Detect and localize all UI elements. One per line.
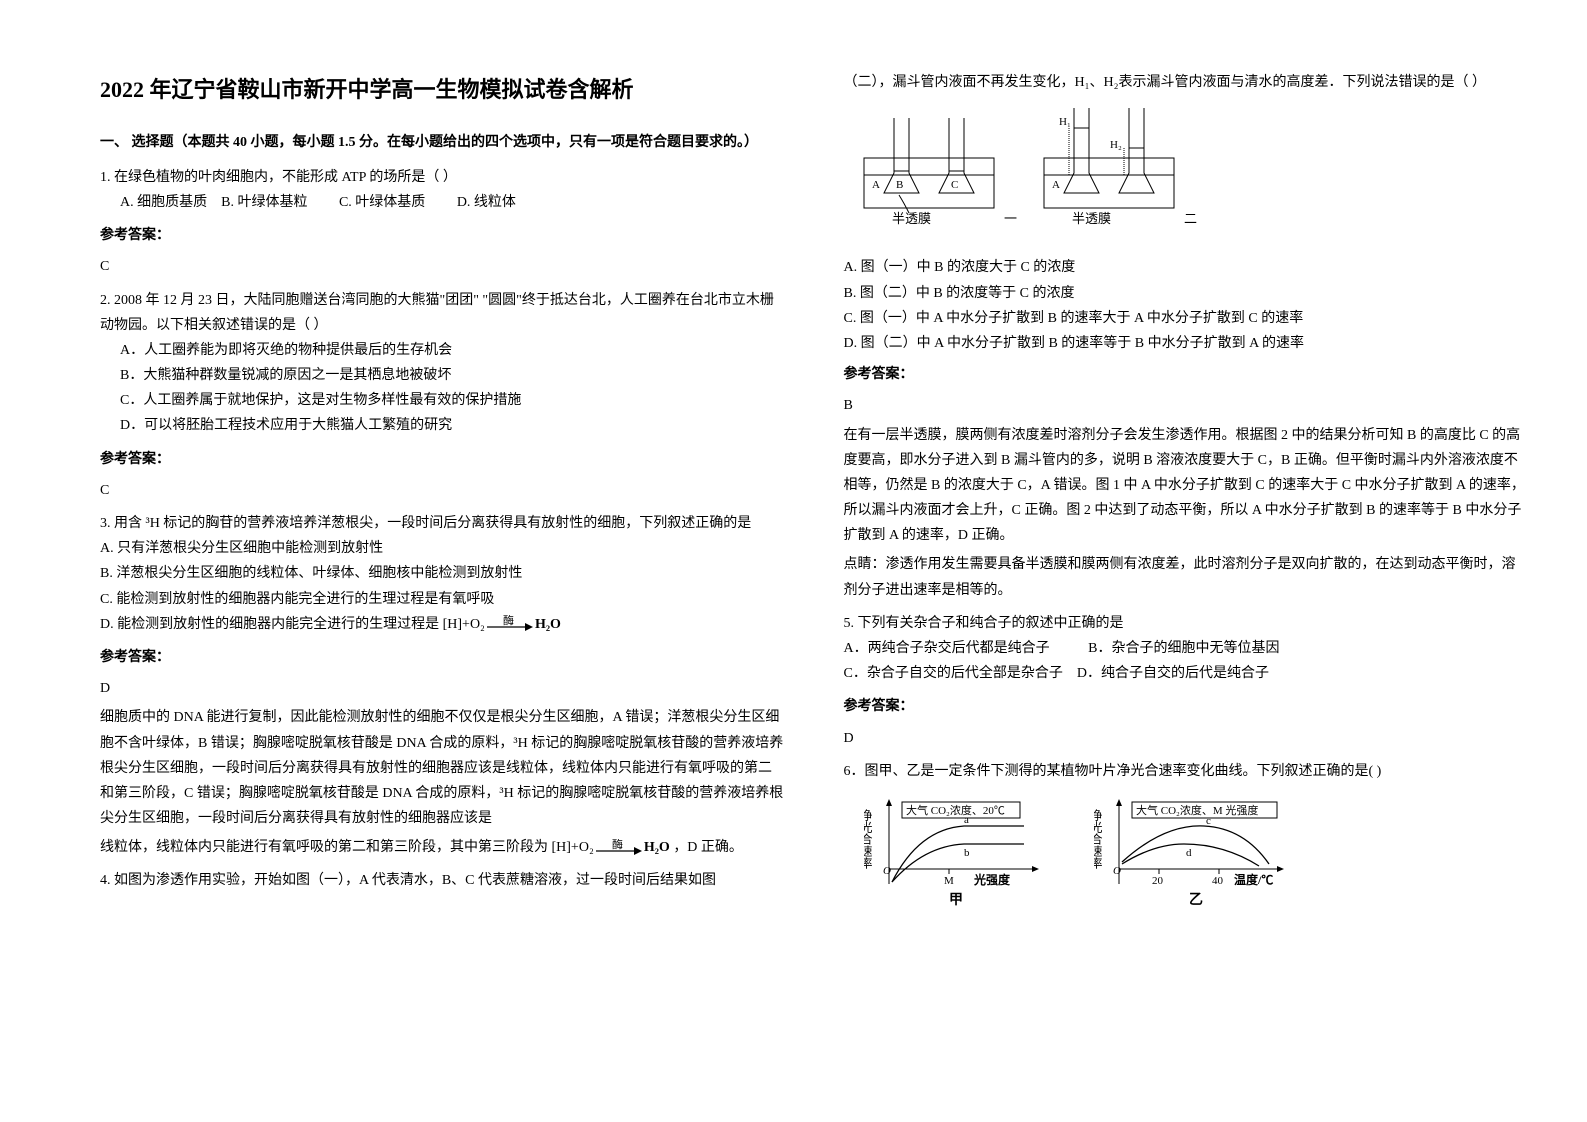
q4-optA: A. 图（一）中 B 的浓度大于 C 的浓度 — [844, 255, 1528, 280]
answer-label-4: 参考答案： — [844, 362, 1528, 387]
svg-text:净光合速率: 净光合速率 — [864, 808, 873, 868]
formula-rhs: H₂O — [535, 612, 561, 637]
q3-optD-prefix: D. 能检测到放射性的细胞器内能完全进行的生理过程是 — [100, 617, 439, 632]
question-5: 5. 下列有关杂合子和纯合子的叙述中正确的是 A．两纯合子杂交后代都是纯合子 B… — [844, 611, 1528, 687]
q5-answer: D — [844, 726, 1528, 751]
q6-charts: 净光合速率 O 大气 CO₂浓度、20℃ a b M 光强度 甲 净光合速率 O — [864, 794, 1528, 924]
q3-answer: D — [100, 676, 784, 701]
arrow-icon: 酶 — [485, 615, 535, 633]
svg-text:H₂: H₂ — [1110, 139, 1122, 151]
q5-optD: D．纯合子自交的后代是纯合子 — [1077, 666, 1269, 681]
chart-jia: 净光合速率 O 大气 CO₂浓度、20℃ a b M 光强度 甲 — [864, 794, 1054, 924]
svg-text:酶: 酶 — [503, 615, 514, 627]
formula-rhs-2: H₂O — [644, 835, 670, 860]
svg-text:半透膜: 半透膜 — [892, 211, 931, 226]
q4-explain1: 在有一层半透膜，膜两侧有浓度差时溶剂分子会发生渗透作用。根据图 2 中的结果分析… — [844, 423, 1528, 549]
svg-text:大气 CO₂浓度、20℃: 大气 CO₂浓度、20℃ — [906, 803, 1005, 817]
answer-label-3: 参考答案： — [100, 645, 784, 670]
q2-optA: A．人工圈养能为即将灭绝的物种提供最后的生存机会 — [120, 338, 784, 363]
question-6: 6．图甲、乙是一定条件下测得的某植物叶片净光合速率变化曲线。下列叙述正确的是( … — [844, 759, 1528, 784]
question-2: 2. 2008 年 12 月 23 日，大陆同胞赠送台湾同胞的大熊猫"团团" "… — [100, 288, 784, 439]
svg-text:温度/℃: 温度/℃ — [1234, 872, 1273, 887]
q6-stem: 6．图甲、乙是一定条件下测得的某植物叶片净光合速率变化曲线。下列叙述正确的是( … — [844, 759, 1528, 784]
section-header: 一、 选择题（本题共 40 小题，每小题 1.5 分。在每小题给出的四个选项中，… — [100, 130, 784, 155]
q1-optD: D. 线粒体 — [457, 195, 516, 210]
q4-stem2: （二），漏斗管内液面不再发生变化，H₁、H₂表示漏斗管内液面与清水的高度差．下列… — [844, 70, 1528, 95]
svg-text:二: 二 — [1184, 211, 1197, 226]
svg-text:甲: 甲 — [949, 892, 963, 908]
q1-optB: B. 叶绿体基粒 — [221, 195, 307, 210]
q4-explain2: 点睛：渗透作用发生需要具备半透膜和膜两侧有浓度差，此时溶剂分子是双向扩散的，在达… — [844, 552, 1528, 602]
svg-text:20: 20 — [1152, 875, 1164, 887]
svg-text:半透膜: 半透膜 — [1072, 211, 1111, 226]
question-3: 3. 用含 ³H 标记的胸苷的营养液培养洋葱根尖，一段时间后分离获得具有放射性的… — [100, 511, 784, 637]
q1-optA: A. 细胞质基质 — [120, 195, 207, 210]
q4-optD: D. 图（二）中 A 中水分子扩散到 B 的速率等于 B 中水分子扩散到 A 的… — [844, 331, 1528, 356]
q3-explain2-prefix: 线粒体，线粒体内只能进行有氧呼吸的第二和第三阶段，其中第三阶段为 — [100, 840, 548, 855]
q2-optD: D．可以将胚胎工程技术应用于大熊猫人工繁殖的研究 — [120, 413, 784, 438]
q3-optA: A. 只有洋葱根尖分生区细胞中能检测到放射性 — [100, 536, 784, 561]
right-column: （二），漏斗管内液面不再发生变化，H₁、H₂表示漏斗管内液面与清水的高度差．下列… — [844, 70, 1528, 1092]
arrow-icon: 酶 — [594, 839, 644, 857]
formula-2: [H]+O₂ 酶 H₂O — [552, 835, 670, 860]
formula-lhs-2: [H]+O₂ — [552, 835, 594, 860]
q4-optB: B. 图（二）中 B 的浓度等于 C 的浓度 — [844, 281, 1528, 306]
q1-answer: C — [100, 254, 784, 279]
svg-text:c: c — [1206, 815, 1211, 827]
q1-stem: 1. 在绿色植物的叶肉细胞内，不能形成 ATP 的场所是（ ） — [100, 165, 784, 190]
q2-optC: C．人工圈养属于就地保护，这是对生物多样性最有效的保护措施 — [120, 388, 784, 413]
formula-1: [H]+O₂ 酶 H₂O — [443, 612, 561, 637]
q3-explain: 细胞质中的 DNA 能进行复制，因此能检测放射性的细胞不仅仅是根尖分生区细胞，A… — [100, 705, 784, 831]
answer-label-2: 参考答案： — [100, 447, 784, 472]
q5-optA: A．两纯合子杂交后代都是纯合子 — [844, 641, 1050, 656]
svg-text:B: B — [896, 179, 903, 191]
svg-text:H₁: H₁ — [1059, 116, 1071, 128]
q3-optD-line: D. 能检测到放射性的细胞器内能完全进行的生理过程是 [H]+O₂ 酶 H₂O — [100, 612, 784, 637]
svg-text:一: 一 — [1004, 211, 1017, 226]
answer-label-5: 参考答案： — [844, 694, 1528, 719]
svg-text:C: C — [951, 179, 958, 191]
q4-optC: C. 图（一）中 A 中水分子扩散到 B 的速率大于 A 中水分子扩散到 C 的… — [844, 306, 1528, 331]
q5-stem: 5. 下列有关杂合子和纯合子的叙述中正确的是 — [844, 611, 1528, 636]
q5-optCD: C．杂合子自交的后代全部是杂合子 D．纯合子自交的后代是纯合子 — [844, 661, 1528, 686]
left-column: 2022 年辽宁省鞍山市新开中学高一生物模拟试卷含解析 一、 选择题（本题共 4… — [100, 70, 784, 1092]
page-title: 2022 年辽宁省鞍山市新开中学高一生物模拟试卷含解析 — [100, 70, 784, 110]
svg-text:酶: 酶 — [612, 839, 623, 851]
q3-optB: B. 洋葱根尖分生区细胞的线粒体、叶绿体、细胞核中能检测到放射性 — [100, 561, 784, 586]
chart-yi: 净光合速率 O 大气 CO₂浓度、M 光强度 c d 20 40 温度/℃ 乙 — [1094, 794, 1304, 924]
q4-diagram: B C A 半透膜 一 H₁ — [844, 103, 1528, 247]
svg-text:O: O — [883, 865, 891, 877]
question-1: 1. 在绿色植物的叶肉细胞内，不能形成 ATP 的场所是（ ） A. 细胞质基质… — [100, 165, 784, 215]
svg-text:大气 CO₂浓度、M 光强度: 大气 CO₂浓度、M 光强度 — [1136, 803, 1258, 817]
q5-optB: B．杂合子的细胞中无等位基因 — [1088, 641, 1279, 656]
svg-text:净光合速率: 净光合速率 — [1094, 808, 1103, 868]
svg-text:40: 40 — [1212, 875, 1224, 887]
q2-optB: B．大熊猫种群数量锐减的原因之一是其栖息地被破坏 — [120, 363, 784, 388]
q3-stem: 3. 用含 ³H 标记的胸苷的营养液培养洋葱根尖，一段时间后分离获得具有放射性的… — [100, 511, 784, 536]
q5-optC: C．杂合子自交的后代全部是杂合子 — [844, 666, 1063, 681]
svg-text:a: a — [964, 814, 969, 826]
q1-options: A. 细胞质基质 B. 叶绿体基粒 C. 叶绿体基质 D. 线粒体 — [120, 190, 784, 215]
q3-explain2-line: 线粒体，线粒体内只能进行有氧呼吸的第二和第三阶段，其中第三阶段为 [H]+O₂ … — [100, 835, 784, 860]
q4-answer: B — [844, 393, 1528, 418]
q2-stem: 2. 2008 年 12 月 23 日，大陆同胞赠送台湾同胞的大熊猫"团团" "… — [100, 288, 784, 338]
q5-optAB: A．两纯合子杂交后代都是纯合子 B．杂合子的细胞中无等位基因 — [844, 636, 1528, 661]
svg-text:乙: 乙 — [1189, 892, 1203, 908]
q3-optC: C. 能检测到放射性的细胞器内能完全进行的生理过程是有氧呼吸 — [100, 587, 784, 612]
svg-text:O: O — [1113, 865, 1121, 877]
q2-answer: C — [100, 478, 784, 503]
osmosis-diagram: B C A 半透膜 一 H₁ — [844, 103, 1204, 238]
svg-text:光强度: 光强度 — [973, 872, 1011, 887]
formula-lhs: [H]+O₂ — [443, 612, 485, 637]
svg-text:b: b — [964, 847, 970, 859]
svg-text:A: A — [1052, 179, 1060, 191]
svg-text:d: d — [1186, 847, 1192, 859]
svg-text:A: A — [872, 179, 880, 191]
q1-optC: C. 叶绿体基质 — [339, 195, 425, 210]
question-4-part1: 4. 如图为渗透作用实验，开始如图（一），A 代表清水，B、C 代表蔗糖溶液，过… — [100, 868, 784, 893]
svg-text:M: M — [944, 875, 954, 887]
answer-label-1: 参考答案： — [100, 223, 784, 248]
q3-explain2-suffix: ，D 正确。 — [673, 840, 743, 855]
